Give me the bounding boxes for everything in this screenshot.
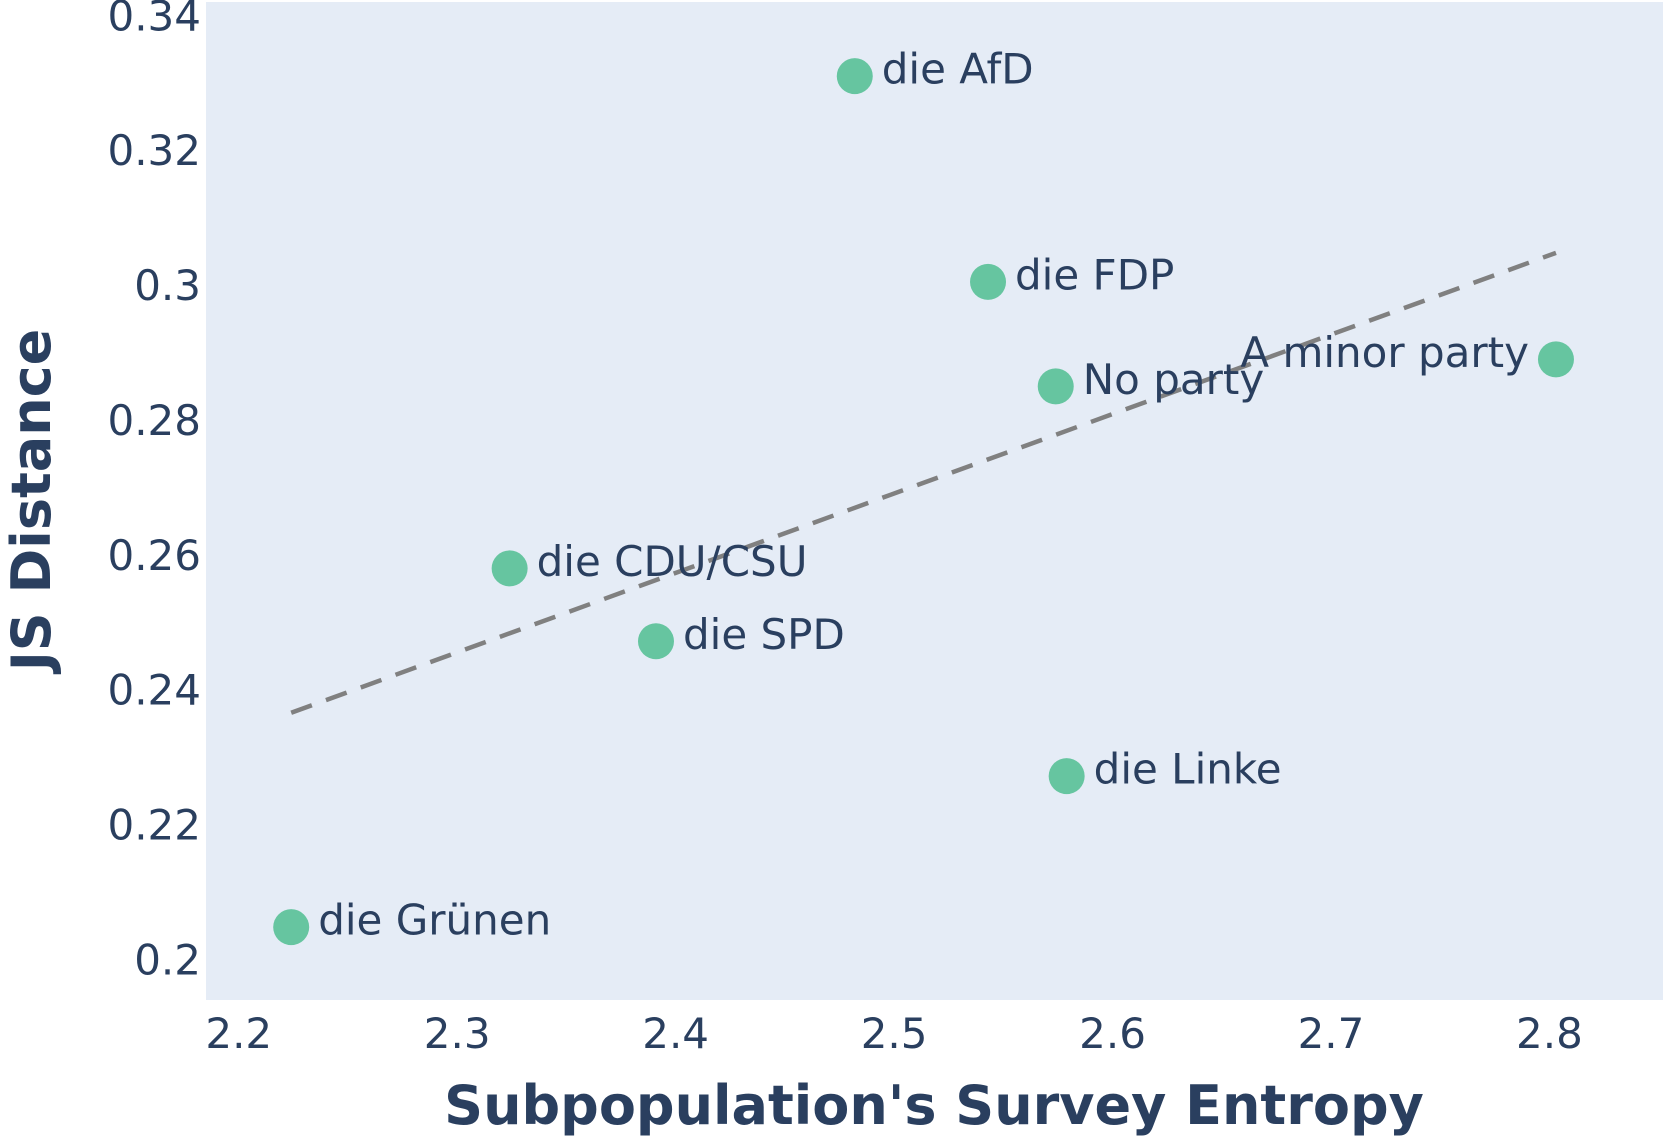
x-tick-label: 2.3 xyxy=(424,1009,491,1058)
x-tick-label: 2.2 xyxy=(205,1009,272,1058)
y-tick-label: 0.2 xyxy=(134,935,201,984)
data-point[interactable] xyxy=(637,623,674,660)
point-label: die SPD xyxy=(683,610,845,659)
y-tick-label: 0.34 xyxy=(107,0,201,40)
y-tick-label: 0.24 xyxy=(107,666,201,715)
data-point[interactable] xyxy=(273,909,310,946)
y-tick-label: 0.28 xyxy=(107,396,201,445)
point-label: die AfD xyxy=(882,45,1034,94)
x-tick-label: 2.4 xyxy=(642,1009,709,1058)
y-tick-label: 0.32 xyxy=(107,126,201,175)
data-point[interactable] xyxy=(1048,758,1085,795)
x-tick-label: 2.6 xyxy=(1079,1009,1146,1058)
data-point[interactable] xyxy=(491,550,528,587)
y-tick-label: 0.3 xyxy=(134,261,201,310)
trendline xyxy=(290,250,1557,715)
point-label: No party xyxy=(1083,355,1264,404)
point-label: die Linke xyxy=(1094,745,1282,794)
y-tick-label: 0.26 xyxy=(107,531,201,580)
point-label: die Grünen xyxy=(318,896,551,945)
point-label: die CDU/CSU xyxy=(537,537,808,586)
data-point[interactable] xyxy=(1037,368,1074,405)
x-tick-label: 2.8 xyxy=(1516,1009,1583,1058)
point-label: A minor party xyxy=(1240,328,1529,377)
data-point[interactable] xyxy=(1537,341,1574,378)
data-point[interactable] xyxy=(836,58,873,95)
y-axis-title: JS Distance xyxy=(0,329,63,676)
point-label: die FDP xyxy=(1015,250,1174,299)
y-tick-label: 0.22 xyxy=(107,801,201,850)
x-tick-label: 2.7 xyxy=(1298,1009,1365,1058)
data-point[interactable] xyxy=(970,263,1007,300)
x-axis-title: Subpopulation's Survey Entropy xyxy=(444,1074,1424,1136)
x-tick-label: 2.5 xyxy=(861,1009,928,1058)
plot-area xyxy=(206,2,1663,1000)
